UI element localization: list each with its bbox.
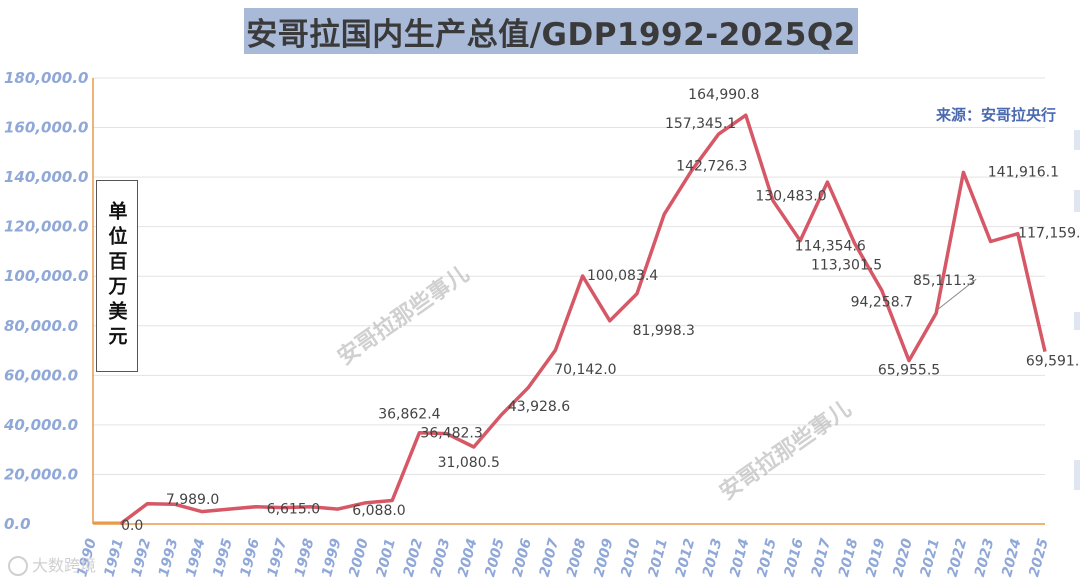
- series-layer: [93, 113, 1047, 526]
- brand-logo-icon: [8, 556, 28, 576]
- x-tick-label: 2000: [346, 537, 372, 579]
- x-tick-label: 1993: [156, 537, 182, 579]
- x-tick-label: 2023: [972, 537, 998, 579]
- x-tick-label: 2001: [374, 537, 400, 579]
- data-label: 65,955.5: [878, 363, 940, 379]
- data-label: 6,088.0: [352, 503, 405, 519]
- unit-label-box: 单位百万美元: [96, 180, 138, 372]
- y-tick-label: 20,000.0: [4, 465, 78, 483]
- y-tick-label: 140,000.0: [4, 168, 88, 186]
- x-tick-label: 1998: [292, 537, 318, 579]
- x-tick-label: 2010: [618, 537, 644, 579]
- x-tick-label: 2024: [999, 537, 1025, 579]
- data-label: 36,862.4: [378, 407, 440, 423]
- data-label: 164,990.8: [688, 87, 759, 103]
- x-tick-labels: 1990 1991 1992 1993 1994 1995 1996 1997 1998 1999…: [74, 537, 1052, 579]
- x-tick-label: 1994: [183, 537, 209, 579]
- data-label: 81,998.3: [633, 323, 695, 339]
- data-label: 113,301.5: [811, 257, 882, 273]
- edge-strip-4: [1074, 460, 1080, 490]
- x-tick-label: 2003: [428, 537, 454, 579]
- source-note: 来源：安哥拉央行: [935, 106, 1056, 124]
- x-tick-label: 2017: [809, 537, 835, 579]
- x-tick-label: 2007: [537, 537, 563, 579]
- y-tick-label: 0.0: [4, 515, 31, 533]
- data-label: 142,726.3: [676, 158, 747, 174]
- data-label: 31,080.5: [438, 455, 500, 471]
- edge-strip-3: [1074, 312, 1080, 330]
- y-tick-label: 160,000.0: [4, 119, 88, 137]
- x-tick-label: 1996: [238, 537, 264, 579]
- x-tick-label: 1992: [129, 537, 155, 579]
- x-tick-label: 2020: [890, 537, 916, 579]
- data-label: 94,258.7: [851, 294, 913, 310]
- edge-strip-2: [1074, 190, 1080, 212]
- series-line-0: [119, 113, 1047, 526]
- data-label: 70,142.0: [554, 362, 616, 378]
- brand-text: 大数跨境: [32, 555, 97, 575]
- data-label: 36,482.3: [420, 426, 482, 442]
- data-label: 141,916.1: [988, 164, 1059, 180]
- data-label: 7,989.0: [166, 492, 219, 508]
- unit-label: 单位百万美元: [105, 201, 128, 351]
- data-label: 114,354.6: [795, 239, 866, 255]
- x-tick-label: 2004: [455, 537, 481, 579]
- data-label: 43,928.6: [508, 399, 570, 415]
- y-tick-label: 60,000.0: [4, 366, 78, 384]
- edge-strip-1: [1074, 130, 1080, 150]
- data-label: 130,483.0: [755, 189, 826, 205]
- y-tick-label: 120,000.0: [4, 218, 88, 236]
- x-tick-label: 2025: [1026, 537, 1052, 579]
- grid-layer: [93, 77, 1045, 525]
- x-tick-label: 1999: [319, 537, 345, 579]
- data-label: 117,159.4: [1018, 226, 1080, 242]
- x-tick-label: 2011: [646, 537, 672, 579]
- x-tick-label: 2012: [673, 537, 699, 579]
- x-tick-label: 2018: [836, 537, 862, 579]
- axes: [92, 78, 1045, 525]
- data-label: 85,111.3: [913, 273, 975, 289]
- x-tick-label: 2014: [727, 537, 753, 579]
- x-tick-label: 2005: [482, 537, 508, 579]
- x-tick-label: 2016: [782, 537, 808, 579]
- data-labels: 0.0 7,989.0 6,615.0 6,088.0 36,862.4 36,482.3…: [121, 87, 1080, 534]
- label-leader-line: [937, 278, 977, 310]
- x-tick-label: 1991: [102, 537, 128, 579]
- brand-mark: 大数跨境: [8, 552, 97, 576]
- chart-title: 安哥拉国内生产总值/GDP1992-2025Q2: [246, 16, 856, 53]
- x-tick-label: 2015: [754, 537, 780, 579]
- x-tick-label: 2021: [918, 537, 944, 579]
- y-tick-label: 100,000.0: [4, 267, 88, 285]
- x-tick-label: 2009: [591, 537, 617, 579]
- chart-title-box: 安哥拉国内生产总值/GDP1992-2025Q2: [244, 8, 858, 54]
- x-tick-label: 2022: [945, 537, 971, 579]
- x-tick-label: 2002: [401, 537, 427, 579]
- data-label: 157,345.1: [665, 116, 736, 132]
- y-tick-labels: 0.0 20,000.0 40,000.0 60,000.0 80,000.0 100,0…: [3, 69, 88, 533]
- y-tick-label: 40,000.0: [3, 416, 78, 434]
- data-label: 6,615.0: [267, 502, 320, 518]
- x-tick-label: 2008: [564, 537, 590, 579]
- data-label: 69,591.8: [1026, 354, 1080, 370]
- y-tick-label: 180,000.0: [4, 69, 88, 87]
- x-tick-label: 1997: [265, 537, 291, 579]
- x-tick-label: 1995: [210, 537, 236, 579]
- x-tick-label: 2013: [700, 537, 726, 579]
- x-tick-label: 2019: [863, 537, 889, 579]
- data-label: 0.0: [121, 518, 143, 534]
- x-tick-label: 2006: [510, 537, 536, 579]
- data-label: 100,083.4: [587, 268, 658, 284]
- y-tick-label: 80,000.0: [4, 317, 78, 335]
